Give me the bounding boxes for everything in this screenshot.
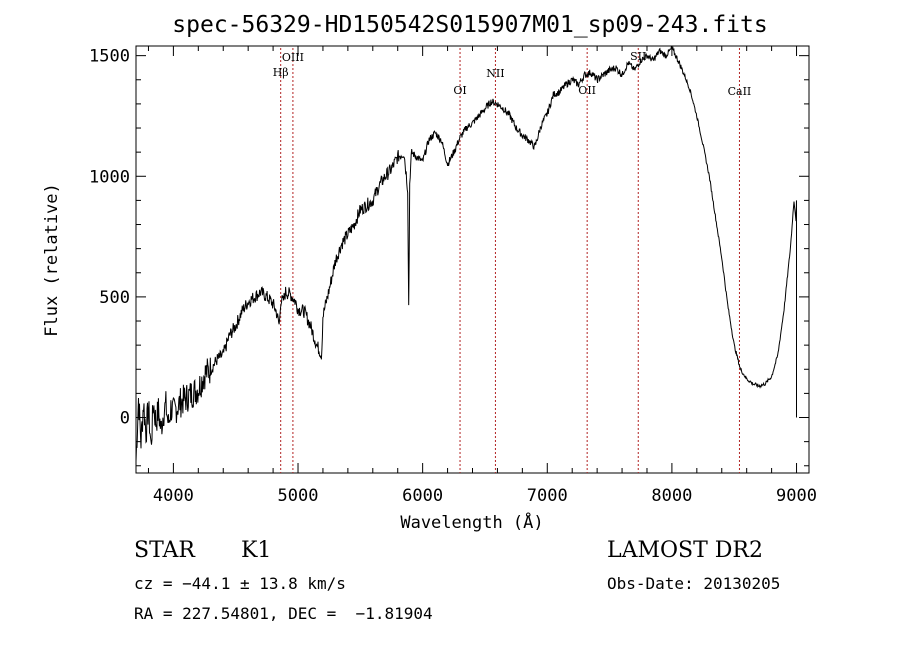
x-axis-label: Wavelength (Å)	[400, 511, 543, 533]
chart-title: spec-56329-HD150542S015907M01_sp09-243.f…	[172, 12, 767, 38]
x-tick-label: 8000	[651, 486, 692, 506]
spectrum-line	[135, 45, 797, 462]
y-tick-label: 1500	[89, 47, 130, 67]
line-marker-label: OIII	[282, 51, 304, 64]
x-tick-label: 5000	[278, 486, 319, 506]
x-tick-label: 9000	[776, 486, 817, 506]
y-axis: 0 500 1000 1500	[89, 47, 809, 467]
line-marker-label: Hβ	[273, 66, 289, 79]
redshift-cz: cz = −44.1 ± 13.8 km/s	[134, 574, 346, 593]
y-tick-label: 0	[120, 409, 130, 429]
star-subclass: K1	[241, 538, 272, 563]
obs-date: Obs-Date: 20130205	[607, 574, 781, 593]
line-marker-label: NII	[486, 67, 504, 80]
x-tick-label: 6000	[402, 486, 443, 506]
line-marker-label: OII	[578, 84, 596, 97]
star-class: STAR	[134, 538, 195, 563]
emission-line-markers: Hβ OIII OI NII OII SII CaII	[273, 48, 752, 473]
line-marker-label: SII	[630, 50, 646, 63]
y-tick-label: 500	[99, 288, 130, 308]
plot-frame	[135, 45, 810, 474]
x-axis: 4000 5000 6000 7000 8000 9000	[147, 46, 817, 506]
ra-dec: RA = 227.54801, DEC = −1.81904	[134, 604, 433, 623]
x-tick-label: 4000	[153, 486, 194, 506]
line-marker-label: CaII	[728, 85, 752, 98]
x-tick-label: 7000	[527, 486, 568, 506]
y-tick-label: 1000	[89, 167, 130, 187]
line-marker-label: OI	[453, 84, 466, 97]
survey-name: LAMOST DR2	[607, 538, 763, 563]
y-axis-label: Flux (relative)	[42, 183, 62, 337]
